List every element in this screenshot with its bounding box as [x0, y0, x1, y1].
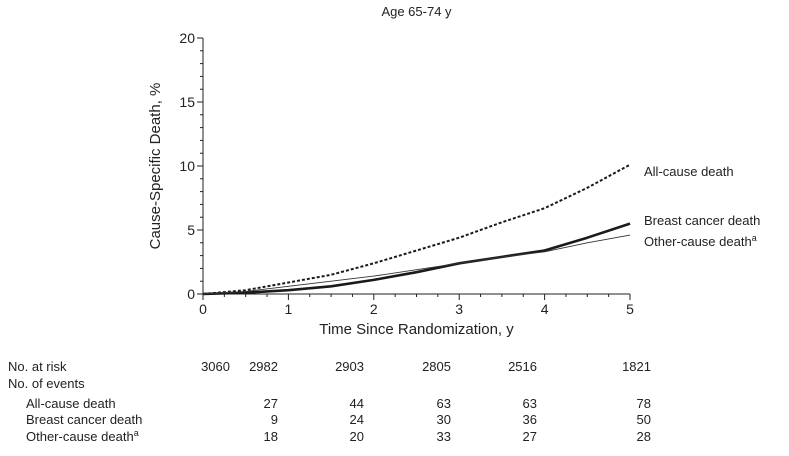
at-risk-value: 2903 [335, 359, 364, 374]
events-value: 24 [349, 412, 364, 427]
events-value: 33 [436, 429, 451, 444]
events-value: 44 [349, 396, 364, 411]
events-row-label-breast-cancer-death: Breast cancer death [26, 412, 143, 427]
y-axis-label: Cause-Specific Death, % [147, 83, 164, 250]
x-tick-label: 3 [455, 301, 463, 317]
series-line-all-cause-death [202, 163, 631, 295]
events-row-label-other-cause-death: Other-cause deatha [26, 428, 139, 444]
y-tick-label: 10 [179, 158, 195, 174]
at-risk-value: 1821 [622, 359, 651, 374]
x-tick-label: 4 [541, 301, 549, 317]
events-value: 36 [522, 412, 537, 427]
y-tick-label: 5 [187, 222, 195, 238]
series-line-breast-cancer-death [202, 222, 631, 296]
events-value: 63 [522, 396, 537, 411]
events-value: 50 [636, 412, 651, 427]
events-value: 20 [349, 429, 364, 444]
series-line-other-cause-death [202, 234, 631, 295]
events-value: 18 [263, 429, 278, 444]
x-tick-label: 2 [370, 301, 378, 317]
footnote-marker: a [751, 233, 757, 243]
chart-plot-area: 0 5 10 15 20 0 1 2 3 4 5 Age 65-74 y Time Since Rand… [147, 4, 634, 338]
events-value: 78 [636, 396, 651, 411]
events-value: 63 [436, 396, 451, 411]
y-tick-label: 0 [187, 286, 195, 302]
x-tick-label: 1 [285, 301, 293, 317]
series-label-other-cause-death: Other-cause deatha [644, 233, 757, 249]
x-tick-label: 0 [199, 301, 207, 317]
events-value: 27 [263, 396, 278, 411]
events-label: No. of events [8, 376, 85, 391]
events-row-label-all-cause-death: All-cause death [26, 396, 116, 411]
events-value: 28 [636, 429, 651, 444]
y-tick-label: 15 [179, 94, 195, 110]
chart-title: Age 65-74 y [381, 4, 452, 19]
at-risk-value: 2805 [422, 359, 451, 374]
series-label-all-cause-death: All-cause death [644, 164, 734, 179]
at-risk-value: 2982 [249, 359, 278, 374]
events-value: 27 [522, 429, 537, 444]
events-value: 9 [270, 412, 278, 427]
events-value: 30 [436, 412, 451, 427]
series-label-breast-cancer-death: Breast cancer death [644, 213, 761, 228]
y-tick-label: 20 [179, 30, 195, 46]
footnote-marker: a [133, 428, 139, 438]
x-axis-label: Time Since Randomization, y [319, 321, 514, 338]
at-risk-value: 3060 [201, 359, 230, 374]
x-tick-label: 5 [626, 301, 634, 317]
at-risk-value: 2516 [508, 359, 537, 374]
at-risk-label: No. at risk [8, 359, 67, 374]
